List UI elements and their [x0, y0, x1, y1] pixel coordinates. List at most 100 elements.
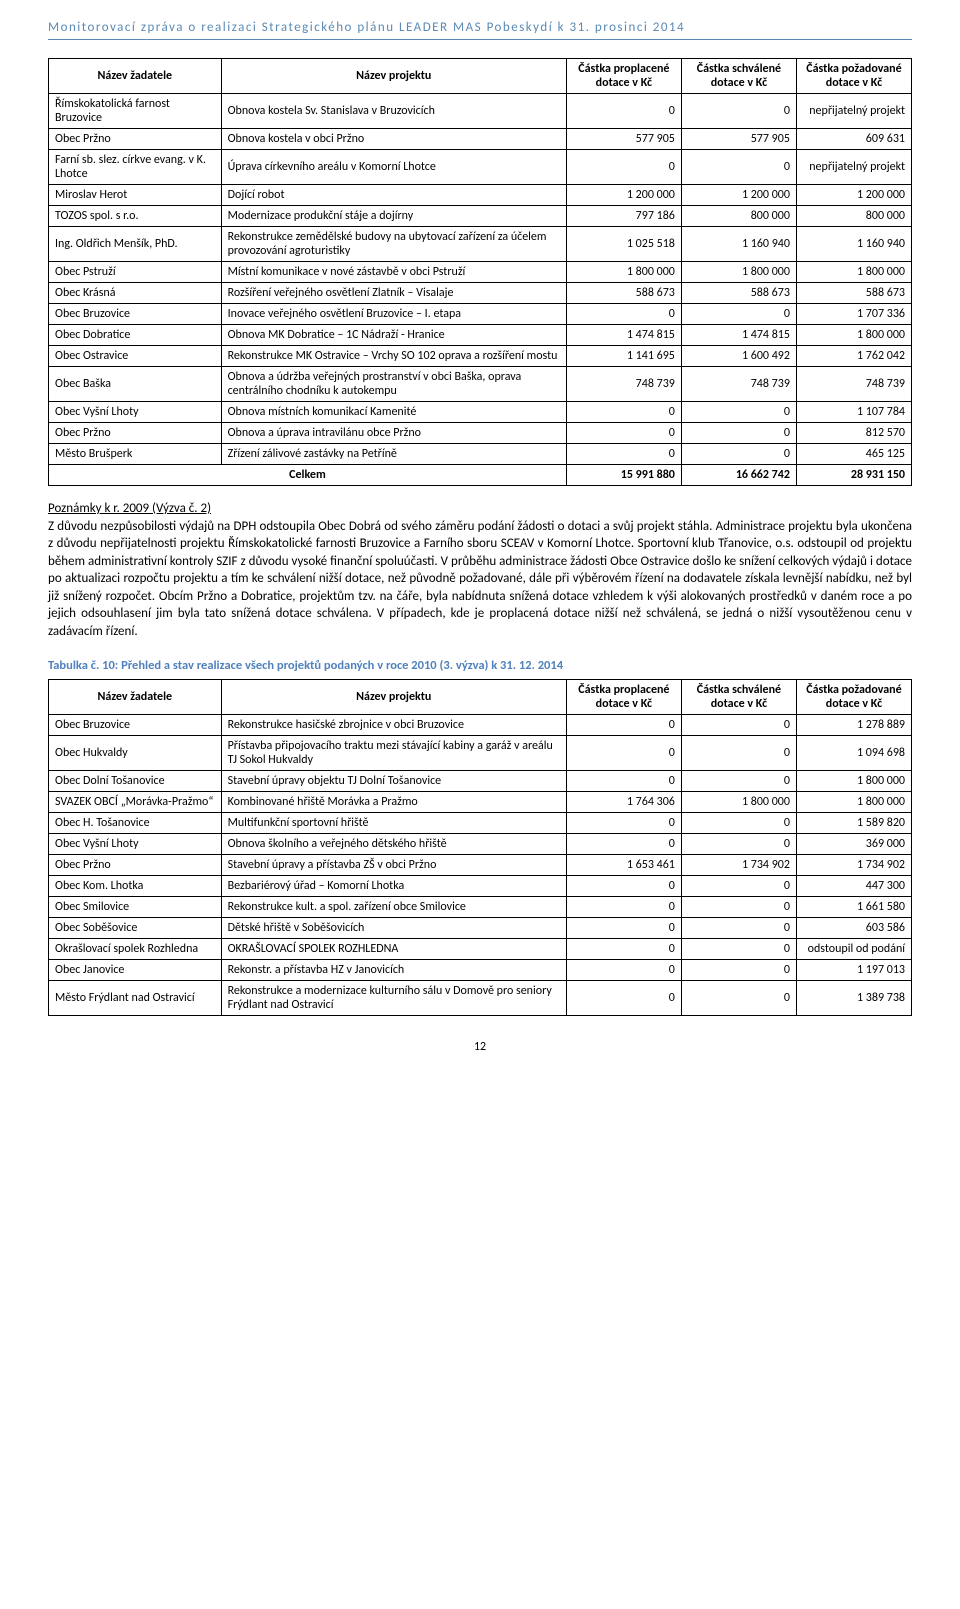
cell-applicant: Ing. Oldřich Menšík, PhD.	[49, 227, 222, 262]
cell-amount: 0	[566, 444, 681, 465]
cell-amount: 1 197 013	[796, 960, 911, 981]
cell-project: Rozšíření veřejného osvětlení Zlatník – …	[221, 283, 566, 304]
cell-amount: 0	[681, 981, 796, 1016]
cell-applicant: Obec Bruzovice	[49, 304, 222, 325]
cell-applicant: Obec Dolní Tošanovice	[49, 771, 222, 792]
cell-applicant: Obec Dobratice	[49, 325, 222, 346]
col-requested: Částka požadované dotace v Kč	[796, 680, 911, 715]
table-row: Obec JanoviceRekonstr. a přístavba HZ v …	[49, 960, 912, 981]
cell-amount: 1 762 042	[796, 346, 911, 367]
cell-amount: 0	[566, 150, 681, 185]
table-row: Obec BaškaObnova a údržba veřejných pros…	[49, 367, 912, 402]
cell-amount: 797 186	[566, 206, 681, 227]
col-approved: Částka schválené dotace v Kč	[681, 59, 796, 94]
table-row: Obec BruzoviceInovace veřejného osvětlen…	[49, 304, 912, 325]
cell-applicant: Římskokatolická farnost Bruzovice	[49, 94, 222, 129]
cell-amount: 1 107 784	[796, 402, 911, 423]
cell-amount: 748 739	[566, 367, 681, 402]
page: Monitorovací zpráva o realizaci Strategi…	[0, 0, 960, 1084]
table-row: Obec KrásnáRozšíření veřejného osvětlení…	[49, 283, 912, 304]
cell-project: Rekonstrukce MK Ostravice – Vrchy SO 102…	[221, 346, 566, 367]
cell-applicant: Obec Kom. Lhotka	[49, 876, 222, 897]
total-label: Celkem	[49, 465, 567, 486]
cell-amount: 0	[681, 423, 796, 444]
cell-amount: odstoupil od podání	[796, 939, 911, 960]
cell-amount: 0	[566, 715, 681, 736]
cell-project: Úprava církevního areálu v Komorní Lhotc…	[221, 150, 566, 185]
cell-amount: 0	[681, 150, 796, 185]
cell-amount: 812 570	[796, 423, 911, 444]
col-applicant: Název žadatele	[49, 680, 222, 715]
table-header-row: Název žadatele Název projektu Částka pro…	[49, 680, 912, 715]
table-row: TOZOS spol. s r.o.Modernizace produkční …	[49, 206, 912, 227]
cell-project: Inovace veřejného osvětlení Bruzovice – …	[221, 304, 566, 325]
cell-amount: 1 707 336	[796, 304, 911, 325]
notes-paragraph: Poznámky k r. 2009 (Výzva č. 2) Z důvodu…	[48, 500, 912, 640]
cell-project: Obnova kostela Sv. Stanislava v Bruzovic…	[221, 94, 566, 129]
table-row: Obec SoběšoviceDětské hřiště v Soběšovic…	[49, 918, 912, 939]
cell-amount: 1 160 940	[681, 227, 796, 262]
cell-amount: 1 474 815	[566, 325, 681, 346]
cell-project: Rekonstrukce zemědělské budovy na ubytov…	[221, 227, 566, 262]
cell-project: Rekonstr. a přístavba HZ v Janovicích	[221, 960, 566, 981]
cell-amount: 1 589 820	[796, 813, 911, 834]
cell-amount: 0	[681, 402, 796, 423]
cell-project: Rekonstrukce hasičské zbrojnice v obci B…	[221, 715, 566, 736]
cell-amount: 0	[681, 876, 796, 897]
table-row: SVAZEK OBCÍ „Morávka-Pražmo“Kombinované …	[49, 792, 912, 813]
cell-project: Modernizace produkční stáje a dojírny	[221, 206, 566, 227]
cell-amount: 0	[566, 834, 681, 855]
cell-project: Obnova MK Dobratice – 1C Nádraží - Hrani…	[221, 325, 566, 346]
cell-amount: 0	[681, 960, 796, 981]
table-row: Okrašlovací spolek RozhlednaOKRAŠLOVACÍ …	[49, 939, 912, 960]
table-row: Obec PstružíMístní komunikace v nové zás…	[49, 262, 912, 283]
table-total-row: Celkem15 991 88016 662 74228 931 150	[49, 465, 912, 486]
cell-amount: 1 800 000	[681, 262, 796, 283]
cell-amount: 588 673	[796, 283, 911, 304]
cell-project: Obnova a úprava intravilánu obce Pržno	[221, 423, 566, 444]
cell-applicant: Obec Ostravice	[49, 346, 222, 367]
cell-amount: 0	[566, 402, 681, 423]
cell-amount: 1 734 902	[796, 855, 911, 876]
cell-amount: 577 905	[566, 129, 681, 150]
cell-amount: 0	[566, 918, 681, 939]
col-project: Název projektu	[221, 59, 566, 94]
cell-amount: 0	[681, 304, 796, 325]
table-row: Obec OstraviceRekonstrukce MK Ostravice …	[49, 346, 912, 367]
cell-project: Bezbariérový úřad – Komorní Lhotka	[221, 876, 566, 897]
cell-project: Multifunkční sportovní hřiště	[221, 813, 566, 834]
table-row: Miroslav HerotDojící robot1 200 0001 200…	[49, 185, 912, 206]
cell-amount: 1 474 815	[681, 325, 796, 346]
cell-applicant: Obec Hukvaldy	[49, 736, 222, 771]
total-amount: 16 662 742	[681, 465, 796, 486]
cell-applicant: Město Brušperk	[49, 444, 222, 465]
cell-project: Obnova kostela v obci Pržno	[221, 129, 566, 150]
table-row: Obec Vyšní LhotyObnova školního a veřejn…	[49, 834, 912, 855]
cell-applicant: Farní sb. slez. církve evang. v K. Lhotc…	[49, 150, 222, 185]
table-header-row: Název žadatele Název projektu Částka pro…	[49, 59, 912, 94]
cell-project: Kombinované hřiště Morávka a Pražmo	[221, 792, 566, 813]
cell-project: Obnova školního a veřejného dětského hři…	[221, 834, 566, 855]
cell-amount: 1 278 889	[796, 715, 911, 736]
cell-amount: 0	[566, 423, 681, 444]
cell-applicant: Obec Pržno	[49, 129, 222, 150]
cell-applicant: TOZOS spol. s r.o.	[49, 206, 222, 227]
cell-applicant: Obec Krásná	[49, 283, 222, 304]
cell-amount: 1 160 940	[796, 227, 911, 262]
cell-project: Přístavba připojovacího traktu mezi stáv…	[221, 736, 566, 771]
table-row: Obec HukvaldyPřístavba připojovacího tra…	[49, 736, 912, 771]
cell-project: OKRAŠLOVACÍ SPOLEK ROZHLEDNA	[221, 939, 566, 960]
cell-project: Dětské hřiště v Soběšovicích	[221, 918, 566, 939]
cell-applicant: Obec H. Tošanovice	[49, 813, 222, 834]
cell-applicant: Obec Pržno	[49, 855, 222, 876]
total-amount: 15 991 880	[566, 465, 681, 486]
cell-amount: 1 734 902	[681, 855, 796, 876]
notes-body: Z důvodu nezpůsobilosti výdajů na DPH od…	[48, 519, 912, 639]
cell-amount: 465 125	[796, 444, 911, 465]
cell-amount: 0	[566, 94, 681, 129]
cell-applicant: Město Frýdlant nad Ostravicí	[49, 981, 222, 1016]
cell-amount: 0	[681, 736, 796, 771]
cell-amount: 0	[566, 813, 681, 834]
cell-applicant: SVAZEK OBCÍ „Morávka-Pražmo“	[49, 792, 222, 813]
cell-amount: 1 200 000	[566, 185, 681, 206]
